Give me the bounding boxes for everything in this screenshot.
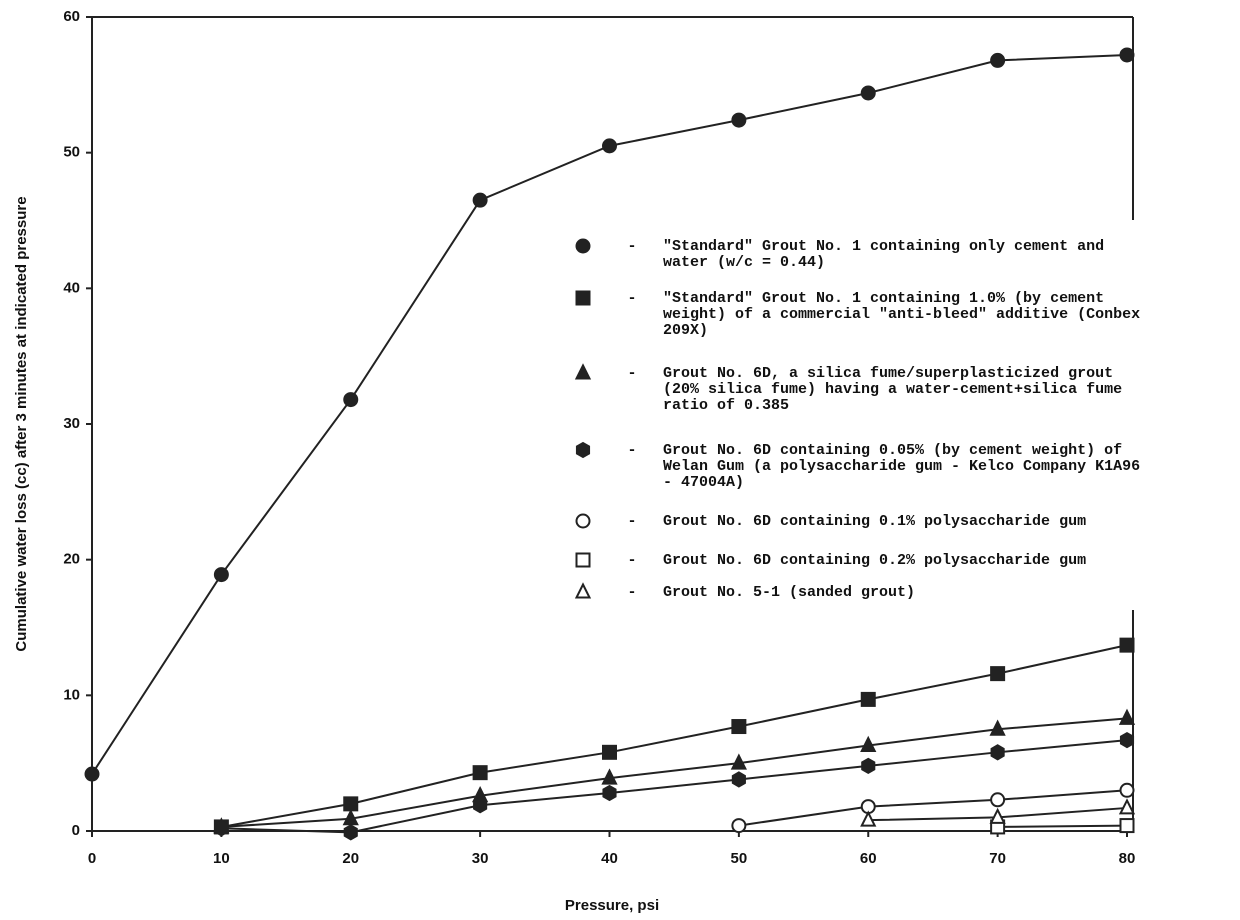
marker (1119, 47, 1135, 63)
marker (990, 666, 1006, 682)
legend-label: Grout No. 6D containing 0.05% (by cement… (663, 442, 1140, 491)
marker (472, 192, 488, 208)
marker (343, 392, 359, 408)
marker (214, 820, 229, 837)
marker (1119, 818, 1135, 834)
legend-marker (575, 552, 591, 568)
x-tick-label: 60 (860, 850, 877, 867)
marker (1119, 782, 1135, 798)
marker (473, 797, 488, 814)
marker (343, 824, 358, 841)
legend-marker (575, 441, 591, 459)
marker (602, 138, 617, 154)
legend-marker (574, 363, 592, 380)
legend-separator: - (627, 513, 636, 530)
x-tick-label: 50 (731, 850, 748, 867)
series (84, 47, 1135, 782)
legend-marker (574, 582, 592, 599)
x-tick-label: 40 (601, 850, 618, 867)
legend-separator: - (627, 552, 636, 569)
series-line (221, 644, 1128, 828)
x-axis-label: Pressure, psi (565, 897, 659, 914)
marker (343, 796, 359, 812)
legend-label: "Standard" Grout No. 1 containing only c… (663, 238, 1104, 271)
marker (1118, 798, 1136, 815)
legend-label: "Standard" Grout No. 1 containing 1.0% (… (663, 290, 1140, 339)
marker (731, 719, 747, 735)
marker (84, 766, 100, 782)
legend-label: Grout No. 6D containing 0.1% polysacchar… (663, 513, 1086, 530)
y-axis-label: Cumulative water loss (cc) after 3 minut… (13, 196, 30, 651)
legend-separator: - (627, 442, 636, 459)
marker (602, 784, 617, 802)
marker (730, 753, 747, 770)
x-tick-label: 70 (989, 850, 1006, 867)
marker (860, 810, 877, 827)
marker (731, 112, 747, 128)
marker (989, 807, 1006, 824)
y-tick-label: 60 (63, 8, 80, 25)
x-tick-label: 0 (88, 850, 96, 867)
legend-marker (575, 238, 591, 254)
marker (1119, 637, 1135, 653)
marker (860, 85, 876, 101)
y-tick-label: 10 (63, 686, 80, 703)
marker (601, 768, 618, 785)
series (214, 731, 1135, 841)
marker (1119, 731, 1135, 749)
marker (989, 719, 1006, 736)
series (731, 782, 1135, 834)
series-line (221, 717, 1128, 828)
x-tick-label: 30 (472, 850, 489, 867)
y-tick-label: 20 (63, 551, 80, 568)
marker (731, 818, 747, 834)
series-line (221, 739, 1128, 834)
legend-marker (575, 290, 591, 306)
legend-separator: - (627, 238, 636, 255)
marker (1118, 708, 1136, 725)
legend-marker (575, 513, 591, 529)
marker (860, 691, 876, 707)
x-tick-label: 80 (1119, 850, 1136, 867)
y-tick-label: 40 (63, 279, 80, 296)
marker (213, 567, 229, 583)
x-tick-label: 20 (342, 850, 359, 867)
legend-label: Grout No. 6D, a silica fume/superplastic… (663, 365, 1122, 414)
y-tick-label: 0 (72, 822, 80, 839)
marker (731, 771, 746, 788)
series-line (997, 824, 1128, 828)
legend-separator: - (627, 290, 636, 307)
marker (472, 765, 488, 781)
marker (860, 735, 877, 753)
marker (990, 52, 1006, 68)
y-tick-label: 30 (63, 415, 80, 432)
legend-label: Grout No. 6D containing 0.2% polysacchar… (663, 552, 1086, 569)
x-tick-label: 10 (213, 850, 230, 867)
marker (861, 757, 876, 775)
legend-label: Grout No. 5-1 (sanded grout) (663, 584, 915, 601)
series (860, 798, 1136, 827)
series-line (91, 53, 1128, 775)
marker (990, 792, 1006, 808)
marker (990, 744, 1005, 761)
y-tick-label: 50 (63, 144, 80, 161)
legend-separator: - (627, 365, 636, 382)
series-line (738, 789, 1128, 827)
legend-separator: - (627, 584, 636, 601)
marker (602, 744, 617, 760)
